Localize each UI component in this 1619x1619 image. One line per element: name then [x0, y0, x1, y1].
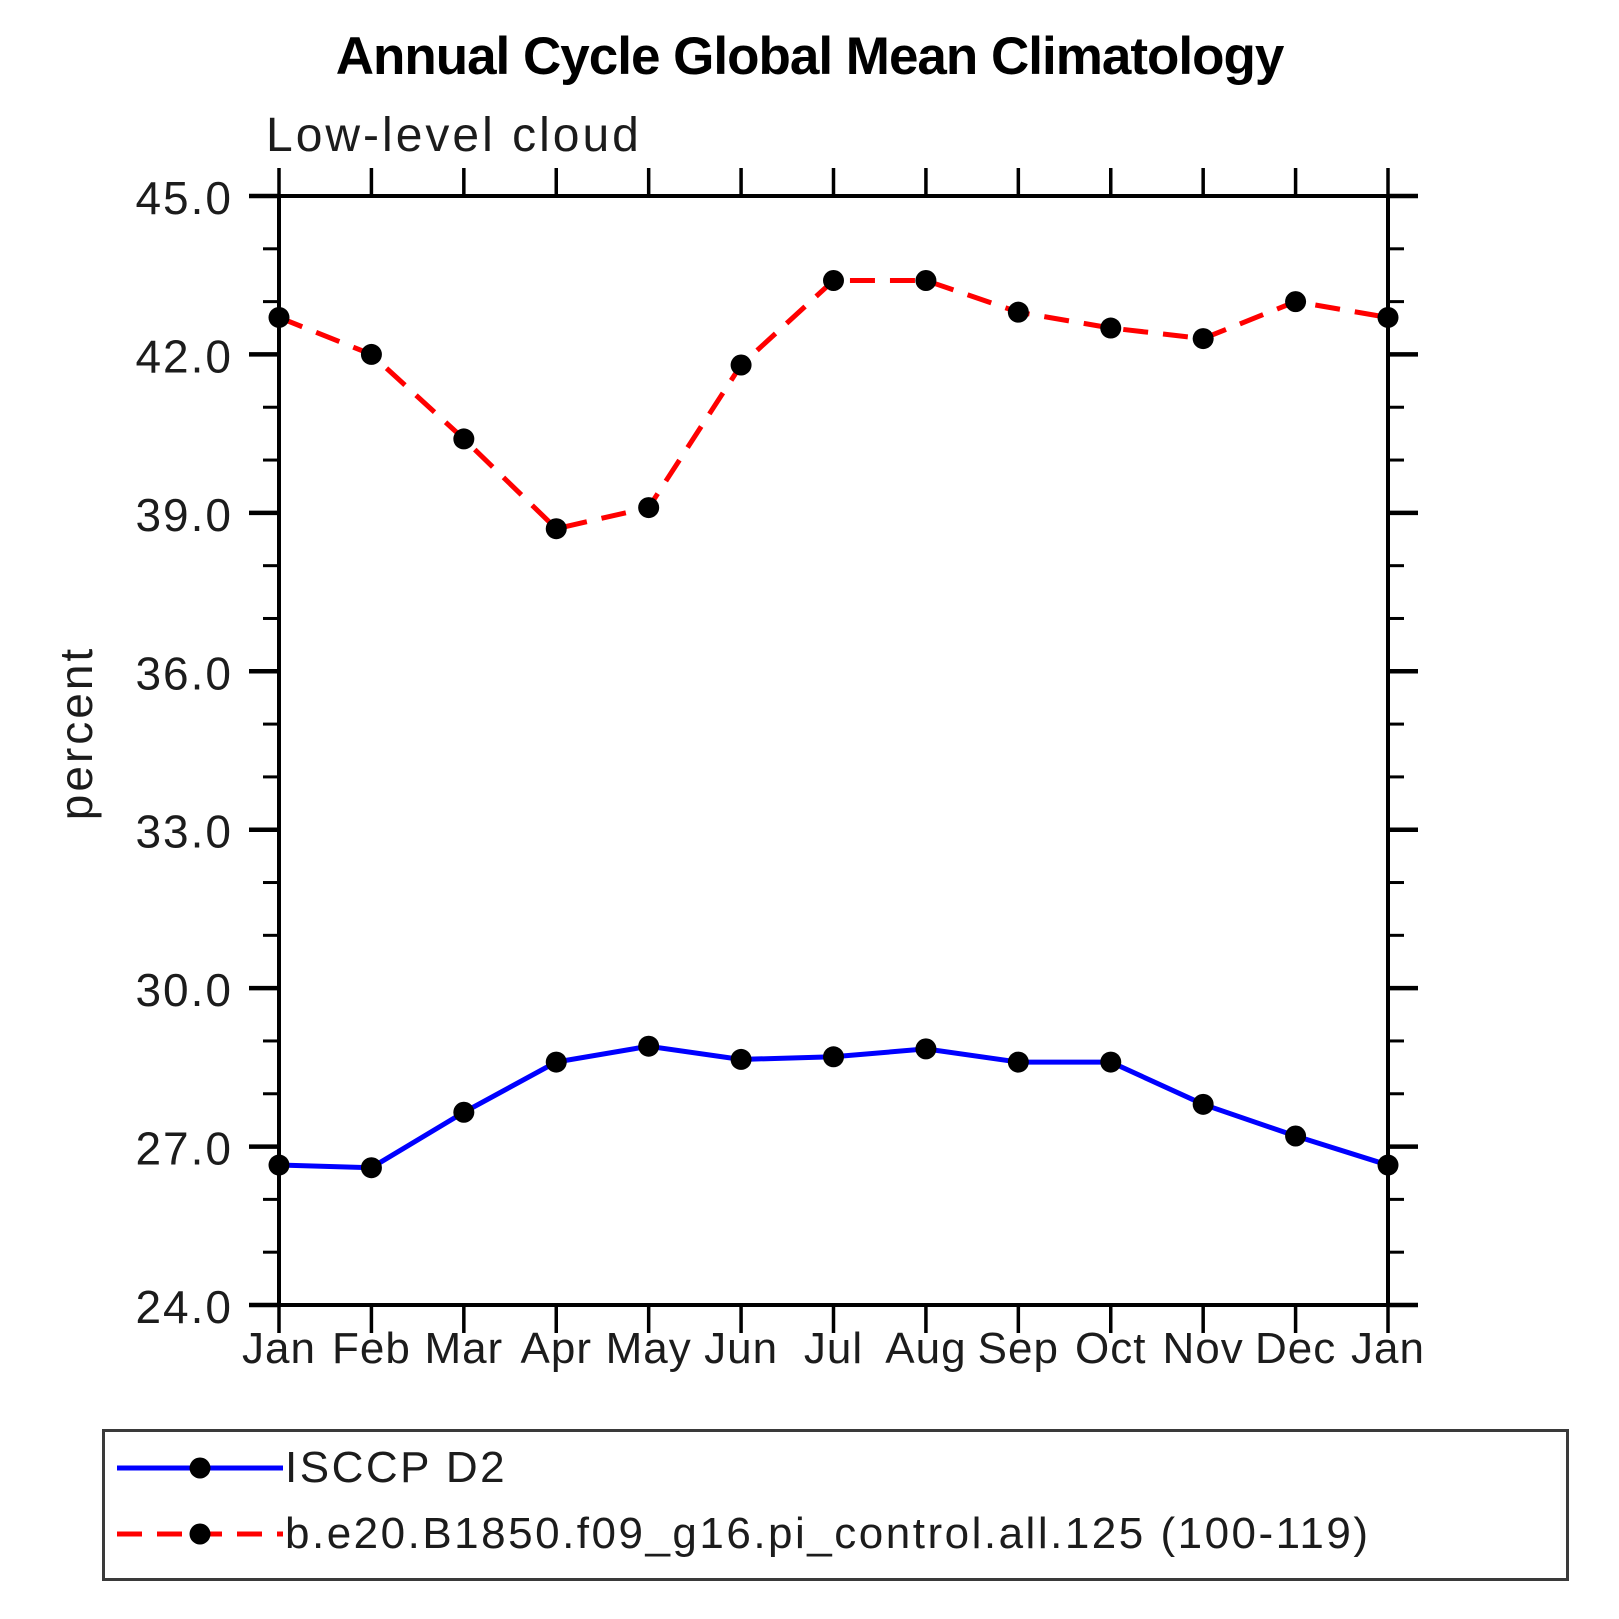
x-tick-label: Apr — [521, 1324, 592, 1373]
data-point — [545, 1051, 567, 1073]
legend-marker-dot — [189, 1523, 211, 1545]
x-tick-label: Mar — [424, 1324, 503, 1373]
y-tick-label: 33.0 — [135, 806, 233, 858]
series-b-e20-b1850-f09-g16-pi-control-all-125-1-markers — [268, 269, 1399, 540]
data-point — [915, 1038, 937, 1060]
y-tick-label: 36.0 — [135, 647, 233, 699]
y-axis-major-ticks: 24.0 27.0 30.0 33.0 36.0 39.0 42.0 45.0 — [135, 172, 1418, 1333]
x-tick-label: Nov — [1163, 1324, 1244, 1373]
y-tick-label: 42.0 — [135, 330, 233, 382]
y-tick-label: 27.0 — [135, 1123, 233, 1175]
legend-line-sample-dashed — [117, 1523, 283, 1545]
data-point — [360, 343, 382, 365]
data-point — [1285, 291, 1307, 313]
legend-marker-dot — [189, 1457, 211, 1479]
y-tick-label: 45.0 — [135, 172, 233, 224]
data-point — [545, 518, 567, 540]
data-point — [453, 1101, 475, 1123]
series-b-e20-b1850-f09-g16-pi-control-all-125-1-line — [278, 277, 1389, 532]
data-point — [1100, 317, 1122, 339]
x-tick-label: Jul — [804, 1324, 863, 1373]
chart-title: Annual Cycle Global Mean Climatology — [335, 27, 1285, 86]
y-axis-minor-ticks — [263, 247, 1404, 1254]
x-tick-label: Aug — [885, 1324, 966, 1373]
data-point — [1285, 1125, 1307, 1147]
data-point — [1192, 328, 1214, 350]
legend-entry-isccp-d2: ISCCP D2 — [115, 1443, 508, 1492]
data-point — [730, 1048, 752, 1070]
data-point — [360, 1157, 382, 1179]
x-tick-label: Jun — [704, 1324, 778, 1373]
x-tick-label: Feb — [332, 1324, 411, 1373]
legend-label-model-run: b.e20.B1850.f09_g16.pi_control.all.125 (… — [285, 1509, 1371, 1558]
x-axis-ticks: Jan Feb Mar Apr May Jun Jul Aug Sep Oct Nov Dec Jan — [242, 168, 1425, 1373]
data-point — [268, 1154, 290, 1176]
chart-subtitle: Low-level cloud — [266, 109, 642, 162]
x-tick-label: Jan — [1351, 1324, 1425, 1373]
y-tick-label: 39.0 — [135, 489, 233, 541]
data-point — [823, 1046, 844, 1068]
legend-entry-model-run: b.e20.B1850.f09_g16.pi_control.all.125 (… — [115, 1509, 1371, 1558]
data-point — [638, 1035, 660, 1057]
data-point — [730, 354, 752, 376]
series-isccp-d2-markers — [268, 1035, 1399, 1179]
x-tick-label: Jan — [242, 1324, 316, 1373]
legend-line-sample-solid — [117, 1457, 283, 1479]
data-point — [1007, 301, 1029, 323]
plot-frame — [277, 194, 1390, 1307]
legend-box: ISCCP D2 b.e20.B1850.f09_g16.pi_control.… — [102, 1429, 1569, 1581]
data-point — [1007, 1051, 1029, 1073]
data-point — [1100, 1051, 1122, 1073]
data-point — [915, 269, 937, 291]
data-point — [268, 306, 290, 328]
legend-label-isccp-d2: ISCCP D2 — [285, 1443, 508, 1492]
x-tick-label: Oct — [1075, 1324, 1146, 1373]
x-tick-label: Sep — [978, 1324, 1059, 1373]
data-point — [638, 497, 660, 519]
y-tick-label: 30.0 — [135, 964, 233, 1016]
data-point — [1377, 1154, 1399, 1176]
data-point — [1377, 306, 1399, 328]
data-point — [823, 269, 844, 291]
x-tick-label: May — [606, 1324, 692, 1373]
y-tick-label: 24.0 — [135, 1281, 233, 1333]
x-tick-label: Dec — [1255, 1324, 1336, 1373]
data-point — [453, 428, 475, 450]
data-point — [1192, 1093, 1214, 1115]
